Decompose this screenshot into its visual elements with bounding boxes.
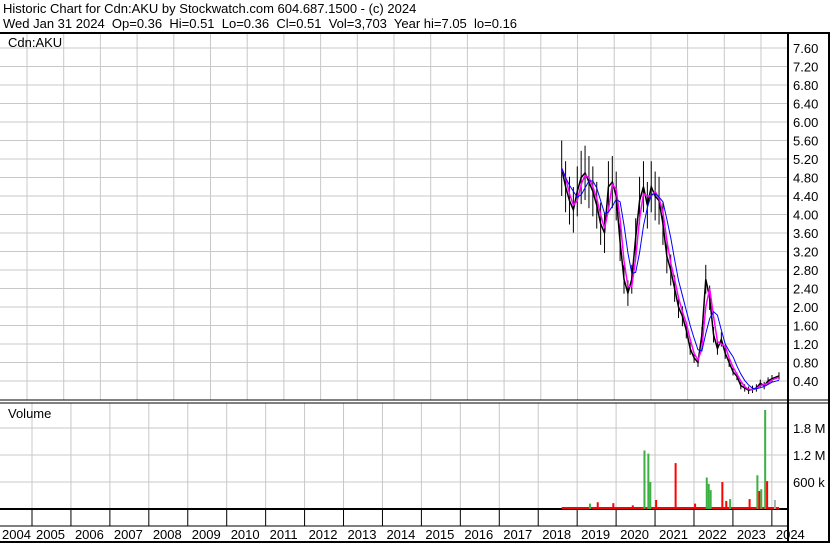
- x-tick-label: 2008: [153, 527, 182, 542]
- volume-bar: [655, 500, 658, 509]
- x-tick-label: 2012: [309, 527, 338, 542]
- volume-bar: [707, 483, 710, 509]
- price-tick-label: 6.80: [793, 78, 818, 93]
- volume-tick-label: 600 k: [793, 475, 825, 490]
- volume-bar: [766, 481, 769, 509]
- price-tick-label: 5.60: [793, 134, 818, 149]
- x-tick-label: 2009: [192, 527, 221, 542]
- volume-bar: [729, 499, 732, 509]
- price-tick-label: 0.80: [793, 356, 818, 371]
- x-tick-label: 2007: [114, 527, 143, 542]
- price-tick-label: 0.40: [793, 374, 818, 389]
- volume-bar: [758, 491, 761, 509]
- price-tick-label: 3.60: [793, 226, 818, 241]
- price-tick-label: 4.00: [793, 208, 818, 223]
- volume-tick-label: 1.8 M: [793, 421, 826, 436]
- price-tick-label: 6.40: [793, 97, 818, 112]
- volume-bar: [588, 503, 591, 509]
- volume-bar: [705, 477, 708, 509]
- price-tick-label: 1.60: [793, 319, 818, 334]
- volume-bar: [631, 505, 634, 509]
- x-tick-label: 2004: [2, 527, 31, 542]
- price-tick-label: 2.80: [793, 263, 818, 278]
- short-moving-average-line: [560, 167, 780, 391]
- volume-bar: [647, 453, 650, 509]
- x-tick-label: 2024: [776, 527, 805, 542]
- x-tick-label: 2019: [581, 527, 610, 542]
- x-tick-label: 2023: [737, 527, 766, 542]
- price-tick-label: 3.20: [793, 245, 818, 260]
- price-tick-label: 6.00: [793, 115, 818, 130]
- volume-bar: [694, 503, 697, 509]
- x-tick-label: 2017: [503, 527, 532, 542]
- volume-tick-label: 1.2 M: [793, 448, 826, 463]
- volume-bar: [643, 450, 646, 509]
- x-tick-label: 2011: [270, 527, 298, 542]
- price-panel-title: Cdn:AKU: [8, 35, 62, 50]
- x-tick-label: 2020: [620, 527, 649, 542]
- price-tick-label: 1.20: [793, 337, 818, 352]
- volume-bar: [649, 482, 652, 509]
- price-tick-label: 2.00: [793, 300, 818, 315]
- price-tick-label: 2.40: [793, 282, 818, 297]
- x-tick-label: 2006: [75, 527, 104, 542]
- chart-header-quote: Wed Jan 31 2024 Op=0.36 Hi=0.51 Lo=0.36 …: [3, 16, 518, 31]
- x-tick-label: 2015: [425, 527, 454, 542]
- x-tick-label: 2022: [698, 527, 727, 542]
- volume-bar: [674, 463, 677, 509]
- price-tick-label: 5.20: [793, 152, 818, 167]
- volume-bar: [756, 475, 759, 509]
- chart-header-title: Historic Chart for Cdn:AKU by Stockwatch…: [3, 1, 417, 16]
- price-tick-label: 7.60: [793, 41, 818, 56]
- volume-bar: [764, 410, 767, 509]
- price-tick-label: 7.20: [793, 60, 818, 75]
- x-tick-label: 2016: [464, 527, 493, 542]
- x-tick-label: 2014: [386, 527, 415, 542]
- volume-bar: [773, 500, 776, 509]
- price-tick-label: 4.40: [793, 189, 818, 204]
- volume-bar: [709, 490, 712, 509]
- volume-panel-title: Volume: [8, 406, 51, 421]
- volume-bar: [725, 500, 728, 509]
- x-tick-label: 2021: [659, 527, 688, 542]
- volume-bar: [721, 482, 724, 509]
- x-tick-label: 2018: [542, 527, 571, 542]
- volume-bar: [612, 503, 615, 509]
- x-tick-label: 2013: [348, 527, 377, 542]
- price-series-line: [560, 168, 780, 392]
- volume-bar: [760, 489, 763, 509]
- volume-bar: [748, 499, 751, 509]
- volume-bar: [596, 502, 599, 509]
- x-tick-label: 2005: [36, 527, 65, 542]
- long-moving-average-line: [561, 168, 780, 390]
- volume-baseline-bars: [561, 507, 779, 509]
- x-tick-label: 2010: [231, 527, 260, 542]
- price-tick-label: 4.80: [793, 171, 818, 186]
